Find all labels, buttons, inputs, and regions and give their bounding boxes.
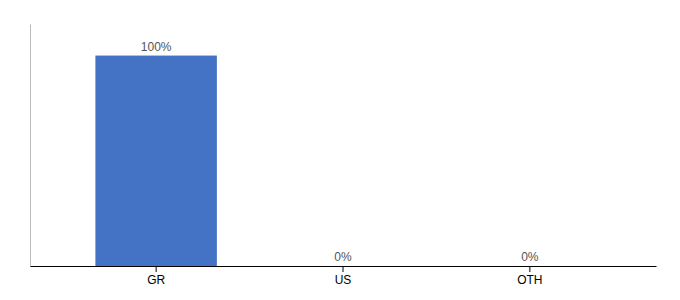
plot: GR US OTH 100% 0% 0% <box>31 25 657 287</box>
x-tick-mark <box>343 266 344 272</box>
x-tick-mark <box>529 266 530 272</box>
data-label: 0% <box>334 250 352 264</box>
y-axis-line <box>30 25 31 267</box>
x-tick-mark <box>156 266 157 272</box>
x-tick: OTH <box>517 266 542 287</box>
bar <box>469 266 590 267</box>
chart: GR US OTH 100% 0% 0% <box>0 0 680 300</box>
y-axis <box>30 25 31 267</box>
x-tick-label: GR <box>147 273 165 287</box>
x-tick: US <box>335 266 352 287</box>
x-tick-label: OTH <box>517 273 542 287</box>
bar <box>282 266 403 267</box>
bar <box>95 56 216 266</box>
data-labels: 100% 0% 0% <box>141 40 539 264</box>
x-tick-label: US <box>335 273 352 287</box>
bars <box>95 56 216 266</box>
data-label: 100% <box>141 40 172 54</box>
x-tick: GR <box>147 266 165 287</box>
data-label: 0% <box>521 250 539 264</box>
x-axis: GR US OTH <box>31 266 657 287</box>
